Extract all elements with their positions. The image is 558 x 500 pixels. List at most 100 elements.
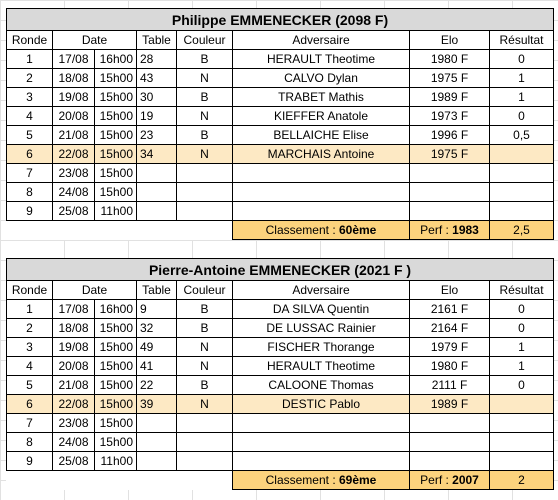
table-row[interactable]: 9 25/08 11h00 — [6, 451, 555, 471]
date-cell: 23/08 — [52, 413, 95, 433]
table-number-cell: 30 — [136, 87, 177, 107]
ronde-cell: 5 — [6, 125, 53, 145]
time-cell: 15h00 — [94, 144, 137, 164]
ronde-cell: 3 — [6, 87, 53, 107]
adversaire-cell — [232, 201, 410, 221]
resultat-cell: 0 — [488, 49, 555, 69]
couleur-cell: N — [176, 394, 233, 414]
date-cell: 22/08 — [52, 144, 95, 164]
perf-value: 1983 — [452, 223, 479, 237]
player-title: Pierre-Antoine EMMENECKER (2021 F ) — [5, 258, 555, 281]
adversaire-cell: HERAULT Theotime — [232, 49, 410, 69]
header-table: Table — [136, 280, 177, 300]
couleur-cell — [176, 163, 233, 183]
elo-cell — [409, 451, 490, 471]
date-cell: 17/08 — [52, 49, 95, 69]
time-cell: 16h00 — [94, 49, 137, 69]
adversaire-cell: KIEFFER Anatole — [232, 106, 410, 126]
adversaire-cell: BELLAICHE Elise — [232, 125, 410, 145]
ronde-cell: 6 — [6, 394, 53, 414]
ronde-cell: 8 — [6, 182, 53, 202]
resultat-cell: 1 — [488, 68, 555, 88]
elo-cell: 2161 F — [409, 299, 490, 319]
couleur-cell: N — [176, 356, 233, 376]
summary-row: Classement : 69ème Perf : 2007 2 — [7, 470, 555, 490]
couleur-cell: N — [176, 337, 233, 357]
resultat-cell — [488, 451, 555, 471]
adversaire-cell: DESTIC Pablo — [232, 394, 410, 414]
couleur-cell: N — [176, 68, 233, 88]
table-number-cell — [136, 451, 177, 471]
date-cell: 18/08 — [52, 318, 95, 338]
couleur-cell: N — [176, 106, 233, 126]
resultat-cell — [488, 163, 555, 183]
resultat-cell — [488, 144, 555, 164]
table-row[interactable]: 7 23/08 15h00 — [6, 413, 555, 433]
header-couleur: Couleur — [176, 30, 233, 50]
table-row[interactable]: 5 21/08 15h00 23 B BELLAICHE Elise 1996 F 0,5 — [6, 125, 555, 145]
resultat-cell — [488, 201, 555, 221]
header-resultat: Résultat — [488, 280, 555, 300]
elo-cell — [409, 182, 490, 202]
date-cell: 17/08 — [52, 299, 95, 319]
date-cell: 24/08 — [52, 182, 95, 202]
header-elo: Elo — [409, 30, 490, 50]
table-row[interactable]: 8 24/08 15h00 — [6, 432, 555, 452]
table-number-cell: 23 — [136, 125, 177, 145]
ronde-cell: 9 — [6, 201, 53, 221]
header-date: Date — [52, 30, 137, 50]
elo-cell: 2111 F — [409, 375, 490, 395]
player-table-1: Philippe EMMENECKER (2098 F) Ronde Date Tab… — [5, 8, 555, 240]
header-resultat: Résultat — [488, 30, 555, 50]
ronde-cell: 2 — [6, 318, 53, 338]
header-ronde: Ronde — [6, 280, 53, 300]
date-cell: 25/08 — [52, 451, 95, 471]
score-cell: 2 — [488, 470, 555, 490]
couleur-cell — [176, 432, 233, 452]
elo-cell: 1989 F — [409, 394, 490, 414]
elo-cell: 1996 F — [409, 125, 490, 145]
date-cell: 18/08 — [52, 68, 95, 88]
table-number-cell: 34 — [136, 144, 177, 164]
perf-label: Perf : — [420, 223, 453, 237]
date-cell: 20/08 — [52, 356, 95, 376]
table-row[interactable]: 7 23/08 15h00 — [6, 163, 555, 183]
ronde-cell: 1 — [6, 49, 53, 69]
ronde-cell: 8 — [6, 432, 53, 452]
table-row[interactable]: 8 24/08 15h00 — [6, 182, 555, 202]
table-row[interactable]: 6 22/08 15h00 34 N MARCHAIS Antoine 1975 F — [6, 144, 555, 164]
table-row[interactable]: 6 22/08 15h00 39 N DESTIC Pablo 1989 F — [6, 394, 555, 414]
adversaire-cell — [232, 182, 410, 202]
elo-cell: 1973 F — [409, 106, 490, 126]
couleur-cell: B — [176, 49, 233, 69]
table-number-cell: 49 — [136, 337, 177, 357]
ronde-cell: 4 — [6, 356, 53, 376]
adversaire-cell — [232, 163, 410, 183]
resultat-cell: 1 — [488, 337, 555, 357]
player-title: Philippe EMMENECKER (2098 F) — [5, 8, 555, 31]
date-cell: 22/08 — [52, 394, 95, 414]
couleur-cell: B — [176, 125, 233, 145]
date-cell: 25/08 — [52, 201, 95, 221]
table-number-cell: 32 — [136, 318, 177, 338]
player-table-2: Pierre-Antoine EMMENECKER (2021 F ) Ronde… — [5, 258, 555, 490]
table-number-cell: 43 — [136, 68, 177, 88]
table-row[interactable]: 9 25/08 11h00 — [6, 201, 555, 221]
table-number-cell — [136, 413, 177, 433]
elo-cell: 1980 F — [409, 49, 490, 69]
elo-cell — [409, 163, 490, 183]
adversaire-cell: DE LUSSAC Rainier — [232, 318, 410, 338]
elo-cell: 1980 F — [409, 356, 490, 376]
table-number-cell: 41 — [136, 356, 177, 376]
time-cell: 11h00 — [94, 451, 137, 471]
ronde-cell: 7 — [6, 163, 53, 183]
